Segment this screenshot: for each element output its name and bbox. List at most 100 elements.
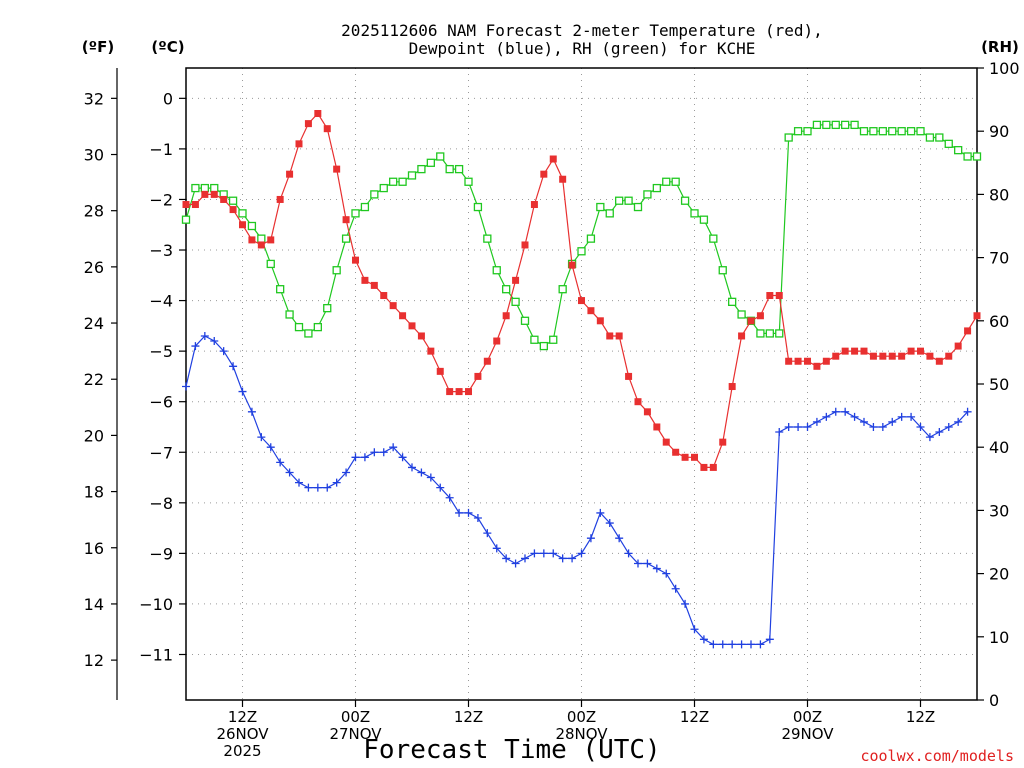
dewpoint-point (502, 554, 511, 563)
rh-tick-label: 80 (989, 185, 1009, 204)
dewpoint-point (360, 453, 369, 462)
rh-unit-label: (RH) (981, 38, 1019, 56)
rh-point (539, 341, 548, 351)
rh-tick-label: 50 (989, 375, 1009, 394)
temperature-point (239, 221, 246, 229)
rh-point (652, 183, 661, 193)
dewpoint-point (408, 463, 416, 472)
dewpoint-point (389, 443, 398, 452)
temperature-point (879, 352, 887, 360)
rh-point (266, 259, 275, 269)
rh-point (228, 196, 238, 205)
celsius-tick-label: −3 (149, 241, 173, 260)
temperature-point (455, 388, 463, 396)
rh-point (313, 322, 322, 332)
fahrenheit-tick-label: 20 (84, 426, 104, 445)
dewpoint-point (624, 549, 633, 558)
fahrenheit-tick-label: 12 (84, 651, 104, 670)
rh-tick-label: 30 (989, 501, 1009, 520)
rh-point (888, 127, 897, 136)
rh-point (530, 335, 539, 344)
x-tick-label: 2025 (223, 742, 261, 760)
rh-point (445, 164, 454, 174)
rh-point (323, 304, 332, 313)
rh-point (775, 329, 784, 338)
rh-point (294, 322, 304, 332)
rh-point (793, 127, 803, 136)
temperature-point (521, 241, 529, 249)
dewpoint-point (426, 473, 435, 482)
temperature-point (333, 165, 341, 173)
dewpoint-point (794, 422, 803, 431)
dewpoint-point (925, 433, 934, 442)
temperature-point (653, 423, 661, 431)
rh-series (181, 120, 982, 351)
fahrenheit-tick-label: 28 (84, 202, 104, 221)
rh-point (332, 266, 341, 275)
rh-point (398, 177, 407, 186)
temperature-point (502, 312, 510, 320)
temperature-point (719, 438, 727, 446)
temperature-point (860, 347, 868, 355)
rh-point (765, 329, 774, 338)
dewpoint-point (219, 347, 228, 356)
temperature-point (728, 383, 736, 391)
temperature-point (248, 236, 256, 244)
x-tick-label: 27NOV (329, 725, 382, 743)
temperature-point (257, 241, 265, 249)
rh-point (841, 120, 850, 130)
chart-title-line-1: 2025112606 NAM Forecast 2-meter Temperat… (341, 21, 823, 40)
temperature-point (286, 170, 294, 178)
temperature-point (813, 362, 821, 370)
rh-point (360, 202, 370, 212)
dewpoint-point (850, 412, 859, 421)
temperature-point (832, 352, 840, 360)
dewpoint-point (888, 417, 897, 426)
temperature-point (276, 195, 284, 203)
chart-title-line-2: Dewpoint (blue), RH (green) for KCHE (409, 39, 756, 58)
x-tick-label: 12Z (454, 708, 483, 726)
celsius-tick-label: −6 (149, 393, 173, 412)
dewpoint-point (944, 422, 953, 431)
rh-point (417, 164, 426, 174)
dewpoint-point (398, 453, 407, 462)
dewpoint-point (662, 569, 671, 578)
temperature-point (822, 357, 830, 365)
dewpoint-point (596, 508, 605, 517)
temperature-point (681, 453, 689, 461)
dewpoint-point (530, 549, 539, 558)
dewpoint-point (756, 640, 765, 649)
x-tick-label: 29NOV (781, 725, 834, 743)
temperature-point (191, 201, 199, 209)
rh-point (690, 209, 699, 218)
celsius-tick-label: −10 (139, 595, 173, 614)
dewpoint-point (860, 417, 868, 426)
dewpoint-line (185, 335, 969, 646)
dewpoint-point (238, 387, 247, 396)
temperature-point (446, 388, 454, 396)
dewpoint-point (323, 483, 332, 492)
rh-point (502, 285, 511, 294)
rh-point (633, 202, 643, 212)
celsius-tick-label: −11 (139, 645, 173, 664)
dewpoint-point (182, 382, 190, 391)
rh-point (464, 177, 473, 186)
fahrenheit-tick-label: 32 (84, 89, 104, 108)
rh-point (511, 297, 520, 306)
temperature-point (888, 352, 896, 360)
rh-point (784, 133, 793, 142)
rh-tick-label: 40 (989, 438, 1009, 457)
temperature-point (342, 216, 350, 224)
rh-point (944, 139, 953, 148)
temperature-point (399, 312, 407, 320)
dewpoint-point (342, 468, 351, 477)
temperature-point (512, 276, 520, 284)
temperature-point (408, 322, 416, 330)
temperature-point (474, 372, 482, 380)
x-tick-label: 12Z (228, 708, 257, 726)
rh-point (963, 152, 972, 161)
temperature-point (785, 357, 793, 365)
temperature-point (606, 332, 614, 340)
temperature-point (615, 332, 623, 340)
dewpoint-point (634, 559, 642, 568)
